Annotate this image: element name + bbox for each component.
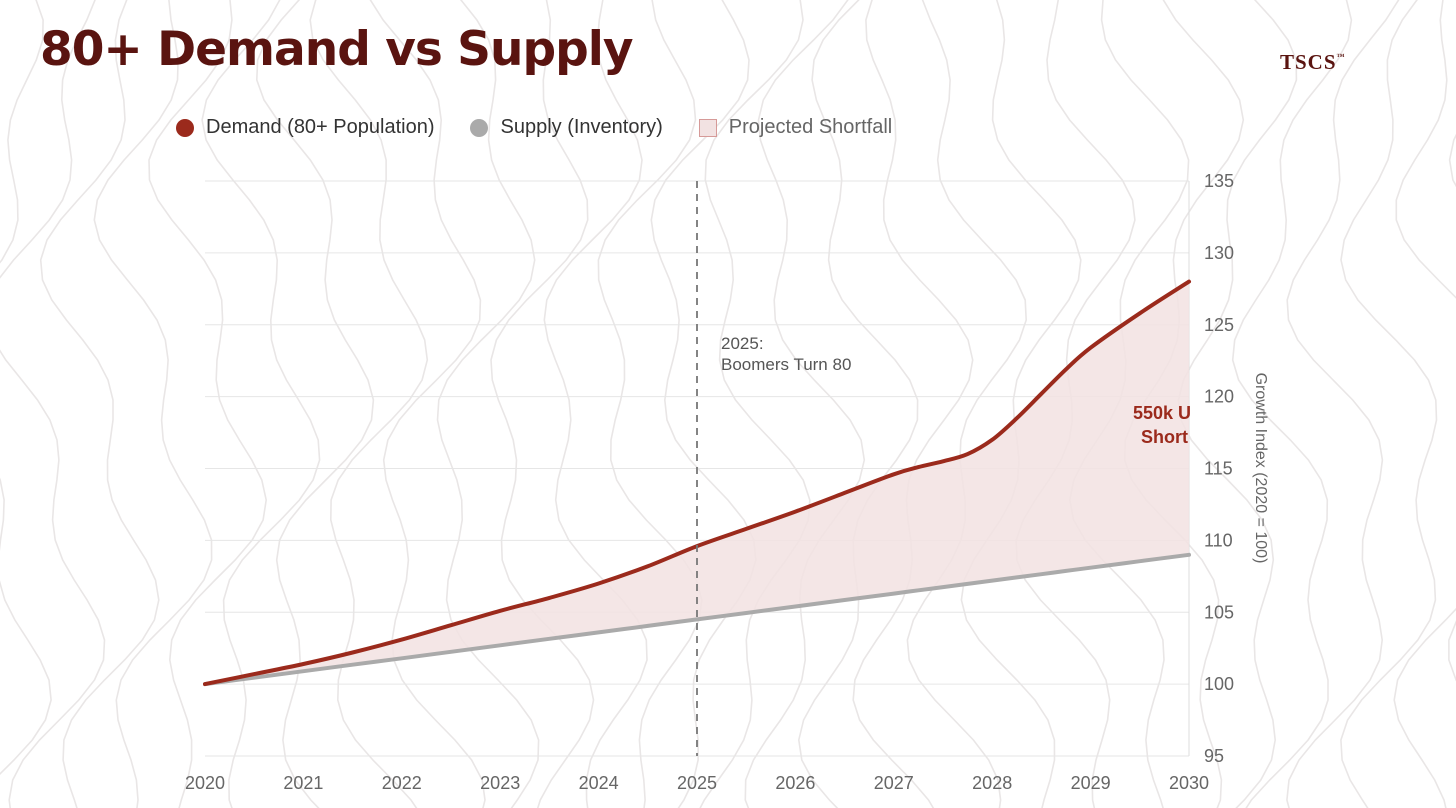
y-axis-title: Growth Index (2020 = 100) (1252, 373, 1269, 564)
contour-line (797, 0, 919, 808)
contour-line (148, 0, 268, 808)
milestone-label-year: 2025: (721, 334, 764, 353)
contour-line (1286, 0, 1400, 808)
shortfall-annotation-line2: Short (1141, 427, 1188, 447)
y-tick-label: 105 (1204, 602, 1234, 622)
contour-line (1340, 0, 1438, 808)
contour-line (39, 0, 160, 808)
supply-dot-icon (470, 118, 489, 137)
demand-series-line (203, 279, 1191, 687)
y-tick-label: 120 (1204, 387, 1234, 407)
contour-line (309, 0, 429, 808)
x-tick-label: 2026 (775, 773, 815, 793)
x-tick-label: 2025 (677, 773, 717, 793)
milestone-label-text: Boomers Turn 80 (721, 355, 851, 374)
shortfall-area (205, 281, 1189, 685)
x-tick-label: 2020 (185, 773, 225, 793)
x-tick-label: 2027 (874, 773, 914, 793)
x-tick-label: 2028 (972, 773, 1012, 793)
legend-demand-label: Demand (80+ Population) (206, 116, 435, 138)
x-tick-label: 2024 (579, 773, 619, 793)
y-tick-label: 95 (1204, 746, 1224, 766)
y-tick-label: 100 (1204, 674, 1234, 694)
shortfall-annotation-line1: 550k U (1133, 403, 1191, 423)
contour-line (597, 0, 703, 808)
contour-line (744, 0, 866, 808)
brand-name: TSCS (1280, 50, 1337, 74)
y-tick-label: 110 (1204, 530, 1233, 550)
legend-demand: Demand (80+ Population) (176, 116, 434, 139)
y-tick-label: 115 (1204, 459, 1233, 479)
y-tick-label: 135 (1204, 171, 1234, 191)
contour-line (490, 0, 595, 808)
page-title: 80+ Demand vs Supply (40, 22, 634, 77)
y-tick-label: 130 (1204, 243, 1234, 263)
y-tick-label: 125 (1204, 315, 1234, 335)
contour-line (0, 0, 52, 776)
contour-line (369, 0, 486, 808)
contour-line (93, 0, 213, 808)
contour-line (543, 0, 648, 808)
legend-shortfall: Projected Shortfall (698, 116, 893, 139)
x-tick-label: 2023 (480, 773, 520, 793)
contour-line (255, 0, 375, 808)
x-tick-label: 2029 (1071, 773, 1111, 793)
legend-supply: Supply (Inventory) (470, 116, 663, 139)
supply-series-line (203, 552, 1191, 687)
contour-line (906, 0, 1028, 808)
contour-line (650, 0, 757, 808)
legend-shortfall-label: Projected Shortfall (728, 116, 893, 138)
x-tick-label: 2022 (382, 773, 422, 793)
demand-dot-icon (176, 118, 194, 137)
legend-supply-label: Supply (Inventory) (500, 116, 663, 138)
contour-line (1231, 0, 1353, 808)
shortfall-swatch-icon (698, 118, 717, 137)
x-tick-label: 2021 (283, 773, 323, 793)
brand-logo: TSCS™ (1280, 50, 1345, 75)
contour-line (0, 0, 106, 808)
trademark-mark: ™ (1336, 52, 1345, 61)
contour-line (699, 0, 811, 808)
contour-line (1393, 0, 1456, 808)
chart-legend: Demand (80+ Population) Supply (Inventor… (176, 116, 892, 139)
contour-line (852, 0, 974, 808)
contour-line (960, 0, 1082, 808)
x-tick-label: 2030 (1169, 773, 1209, 793)
contour-line (436, 0, 540, 808)
